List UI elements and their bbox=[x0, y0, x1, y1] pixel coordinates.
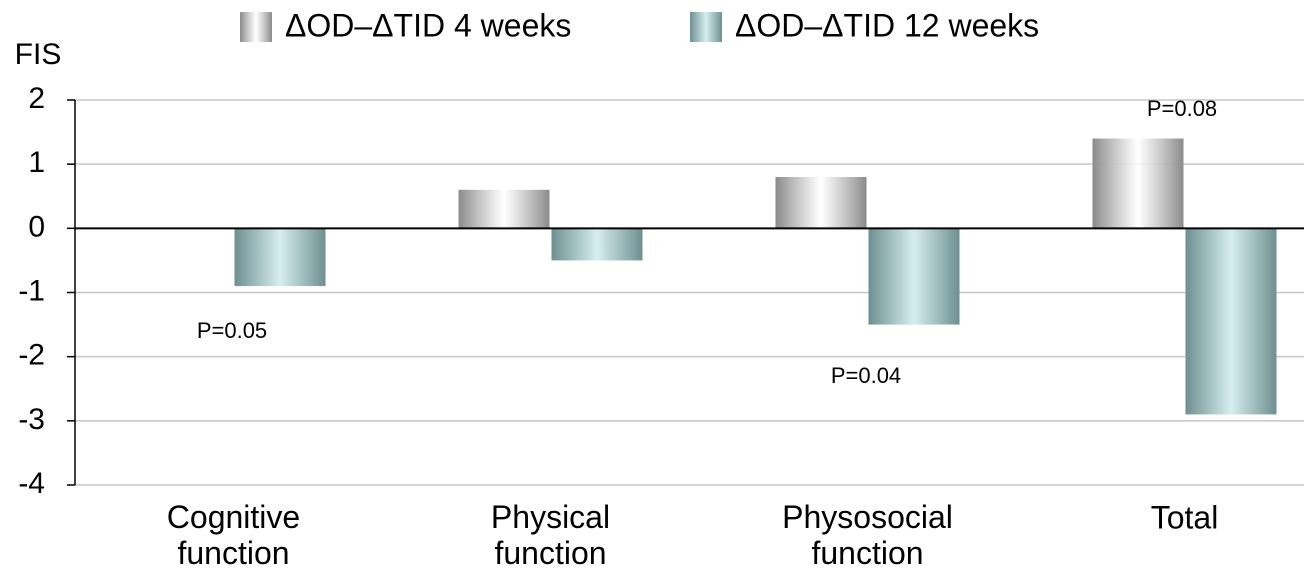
annotation: P=0.04 bbox=[831, 363, 901, 388]
y-tick-label: 1 bbox=[28, 146, 45, 179]
y-axis-label: FIS bbox=[15, 38, 62, 71]
bar bbox=[1092, 138, 1184, 229]
x-tick-label: Total bbox=[1151, 499, 1219, 535]
x-tick-label: Cognitive function bbox=[167, 499, 300, 571]
y-tick-label: -1 bbox=[18, 274, 45, 307]
x-tick-label: Physosocial function bbox=[782, 499, 953, 571]
bar bbox=[775, 177, 867, 229]
y-tick-label: 2 bbox=[28, 82, 45, 115]
bar bbox=[458, 189, 550, 229]
x-tick-label: Physical function bbox=[491, 499, 610, 571]
y-tick-label: -4 bbox=[18, 467, 45, 500]
bar bbox=[551, 228, 643, 261]
bar bbox=[1185, 228, 1277, 415]
y-tick-label: -2 bbox=[18, 339, 45, 372]
y-tick-label: 0 bbox=[28, 210, 45, 243]
bar bbox=[868, 228, 960, 325]
bar bbox=[234, 228, 326, 287]
legend-swatch bbox=[690, 12, 722, 42]
legend-label: ΔOD–ΔTID 12 weeks bbox=[735, 7, 1039, 43]
y-tick-label: -3 bbox=[18, 403, 45, 436]
legend-swatch bbox=[240, 12, 272, 42]
annotation: P=0.08 bbox=[1147, 96, 1217, 121]
annotation: P=0.05 bbox=[197, 318, 267, 343]
legend-label: ΔOD–ΔTID 4 weeks bbox=[285, 7, 571, 43]
